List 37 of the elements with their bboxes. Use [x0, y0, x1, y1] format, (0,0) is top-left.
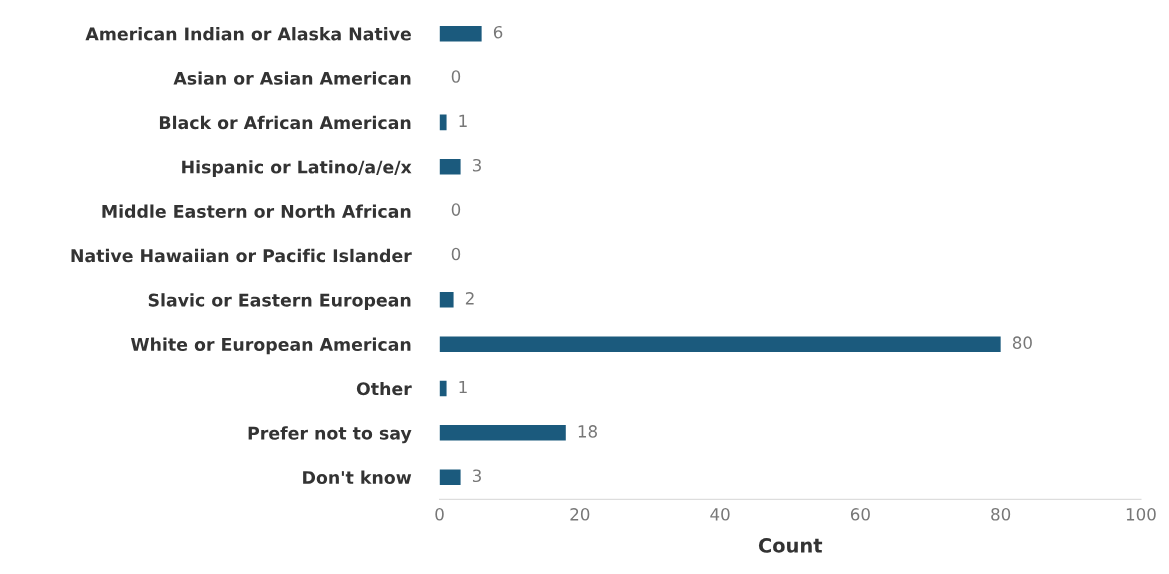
- data-label: 18: [578, 425, 597, 438]
- data-label: 0: [451, 203, 461, 216]
- data-label: 6: [493, 25, 503, 39]
- y-tick-label: White or European American: [130, 337, 411, 355]
- bar: [439, 336, 1001, 352]
- x-tick-label: 20: [570, 508, 590, 521]
- bar: [439, 158, 461, 175]
- data-label: 3: [472, 158, 481, 172]
- data-label: 0: [451, 247, 461, 261]
- data-label: 0: [451, 70, 461, 83]
- y-tick-label: Prefer not to say: [248, 426, 412, 444]
- y-tick-label: Slavic or Eastern European: [148, 293, 411, 310]
- x-tick-label: 100: [1126, 508, 1156, 521]
- y-tick-label: Native Hawaiian or Pacific Islander: [71, 248, 412, 263]
- x-tick-label: 40: [710, 508, 730, 521]
- data-label: 1: [459, 380, 467, 394]
- y-tick-label: Other: [356, 381, 412, 396]
- data-label: 3: [472, 469, 481, 483]
- bar: [439, 425, 566, 441]
- bar: [439, 380, 447, 397]
- data-label: 80: [1012, 336, 1032, 349]
- y-tick-label: Hispanic or Latino/a/e/x: [182, 160, 412, 177]
- bar: [439, 25, 482, 42]
- x-axis-title: Count: [758, 538, 823, 553]
- bar: [439, 114, 447, 131]
- x-tick-label: 80: [991, 508, 1011, 521]
- y-tick-label: Middle Eastern or North African: [102, 204, 411, 218]
- data-label: 1: [459, 114, 467, 127]
- x-tick-label: 0: [435, 508, 444, 521]
- bar: [439, 469, 461, 485]
- y-tick-label: Asian or Asian American: [173, 71, 411, 85]
- y-tick-label: American Indian or Alaska Native: [85, 27, 411, 41]
- x-tick-label: 60: [850, 508, 870, 521]
- y-tick-label: Black or African American: [159, 115, 411, 130]
- y-tick-label: Don't know: [303, 470, 412, 485]
- bar: [439, 292, 454, 308]
- data-label: 2: [465, 292, 474, 305]
